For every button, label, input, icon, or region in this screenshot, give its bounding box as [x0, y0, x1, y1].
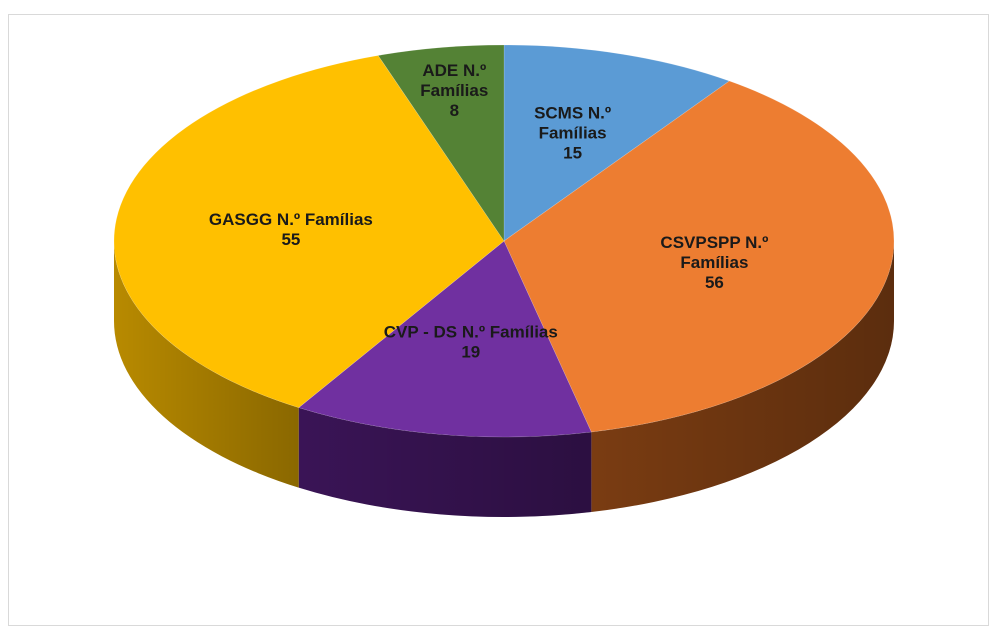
pie-side-shade-1: [591, 241, 894, 513]
slice-category-4: Famílias: [420, 81, 488, 100]
slice-category-3: GASGG N.º Famílias: [209, 210, 373, 229]
slice-value-3: 55: [281, 230, 300, 249]
slice-label-3: GASGG N.º Famílias 55: [209, 210, 373, 249]
slice-category-1: CSVPSPP N.º: [660, 233, 768, 252]
slice-label-2: CVP - DS N.º Famílias 19: [384, 323, 558, 362]
slice-category-0: SCMS N.º: [534, 104, 611, 123]
slice-category-4: ADE N.º: [422, 61, 486, 80]
pie-slice-4[interactable]: [377, 44, 505, 242]
slice-category-1: Famílias: [680, 253, 748, 272]
slice-value-0: 15: [563, 144, 582, 163]
pie-sides: [114, 241, 894, 517]
slice-label-1: CSVPSPP N.º Famílias 56: [660, 233, 768, 292]
slice-category-2: CVP - DS N.º Famílias: [384, 323, 558, 342]
pie-slice-0[interactable]: [503, 44, 730, 242]
pie-slice-2[interactable]: [298, 240, 592, 438]
pie-slice-1[interactable]: [503, 80, 895, 433]
pie-slice-3[interactable]: [113, 55, 505, 408]
chart-area: SCMS N.º Famílias 15 CSVPSPP N.º Famílias 56 C…: [8, 14, 989, 626]
pie-side-shade-3: [114, 241, 299, 488]
slice-value-4: 8: [450, 101, 459, 120]
slice-label-0: SCMS N.º Famílias 15: [534, 104, 611, 163]
pie-side-shade-2: [298, 407, 592, 517]
slice-value-2: 19: [461, 343, 480, 362]
slice-label-4: ADE N.º Famílias 8: [420, 61, 488, 120]
pie-tops: [113, 44, 895, 438]
slice-value-1: 56: [705, 273, 724, 292]
slice-category-0: Famílias: [539, 124, 607, 143]
